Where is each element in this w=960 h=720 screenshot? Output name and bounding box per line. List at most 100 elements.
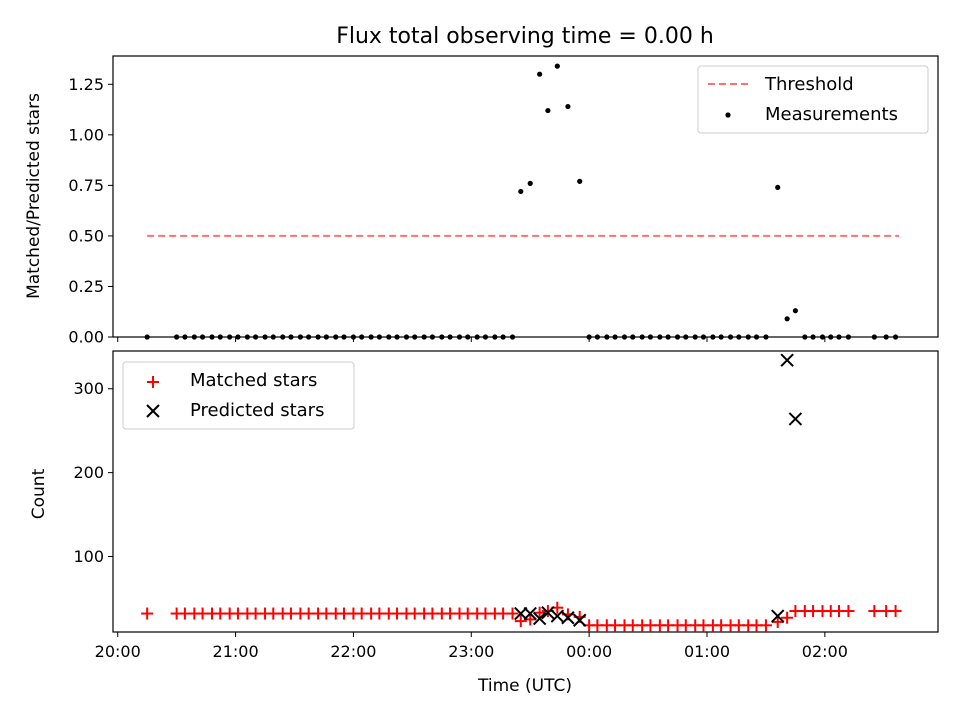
matched-star-point xyxy=(889,605,902,618)
measurement-point xyxy=(828,334,834,340)
measurement-point xyxy=(447,334,453,340)
measurement-point xyxy=(892,334,899,340)
matched-star-point xyxy=(781,611,794,624)
measurement-point xyxy=(612,334,618,340)
measurement-point xyxy=(191,334,197,340)
measurement-point xyxy=(280,334,286,340)
ratio-y-axis-label: Matched/Predicted stars xyxy=(24,93,44,299)
measurement-point xyxy=(604,334,610,340)
matched-star-point xyxy=(868,605,881,618)
y-tick-label: 1.00 xyxy=(68,125,104,144)
predicted-star-point xyxy=(788,412,803,426)
measurement-point xyxy=(341,334,347,340)
measurement-point xyxy=(802,334,808,340)
predicted-star-point xyxy=(573,613,587,627)
predicted-star-point xyxy=(532,611,547,626)
ratio-marks xyxy=(144,63,900,340)
measurement-point xyxy=(209,334,215,340)
measurement-point xyxy=(288,334,294,340)
measurement-point xyxy=(182,334,188,340)
count-x-ticks: 20:00 21:00 22:00 23:00 00:00 01:00 02:00 xyxy=(95,632,848,661)
measurement-point xyxy=(586,334,592,340)
y-tick-label: 1.25 xyxy=(68,75,104,94)
count-y-axis-label: Count xyxy=(29,468,49,519)
x-tick-label: 01:00 xyxy=(684,642,730,661)
matched-star-point xyxy=(771,615,784,628)
measurement-point xyxy=(456,334,463,340)
measurement-point xyxy=(174,334,180,340)
measurement-point xyxy=(500,334,506,340)
measurement-point xyxy=(386,334,392,340)
measurement-point xyxy=(333,334,339,340)
predicted-star-point xyxy=(514,606,528,621)
measurement-point xyxy=(306,334,312,340)
y-tick-label: 300 xyxy=(73,379,104,398)
measurement-point xyxy=(621,334,628,340)
legend-measurements-swatch xyxy=(725,112,731,118)
measurement-point xyxy=(883,334,889,340)
measurement-point xyxy=(554,63,560,69)
legend-threshold-label: Threshold xyxy=(764,74,854,95)
measurement-point xyxy=(577,178,583,184)
measurement-point xyxy=(718,334,724,340)
matched-star-point xyxy=(759,619,772,632)
y-tick-label: 0.25 xyxy=(68,277,104,296)
ratio-legend-box xyxy=(697,65,929,134)
measurement-point xyxy=(439,334,445,340)
measurement-point xyxy=(836,334,842,340)
matched-star-point xyxy=(141,607,154,620)
measurement-point xyxy=(810,334,816,340)
matched-star-point xyxy=(533,606,546,619)
legend-matched-swatch xyxy=(147,376,159,388)
x-tick-label: 20:00 xyxy=(95,642,141,661)
measurement-point xyxy=(657,334,663,340)
measurement-point xyxy=(647,334,654,340)
measurement-point xyxy=(359,334,365,340)
measurement-point xyxy=(710,334,716,340)
measurement-point xyxy=(227,334,233,340)
measurement-point xyxy=(144,334,150,340)
measurement-point xyxy=(465,334,471,340)
measurement-point xyxy=(474,334,480,340)
count-marks xyxy=(141,353,902,632)
measurement-point xyxy=(792,308,798,314)
ratio-y-ticks: 0.00 0.25 0.50 0.75 1.00 1.25 xyxy=(68,75,113,347)
measurement-point xyxy=(692,334,698,340)
legend-predicted-swatch xyxy=(146,404,160,418)
predicted-star-point xyxy=(523,606,537,621)
measurement-point xyxy=(736,334,742,340)
predicted-star-point xyxy=(771,609,785,623)
x-tick-label: 22:00 xyxy=(330,642,376,661)
measurement-point xyxy=(871,334,877,340)
measurement-point xyxy=(368,334,374,340)
measurement-point xyxy=(199,334,206,340)
measurement-point xyxy=(262,334,268,340)
measurement-point xyxy=(527,180,533,186)
x-tick-label: 23:00 xyxy=(448,642,494,661)
predicted-star-point xyxy=(550,609,565,623)
x-axis-label: Time (UTC) xyxy=(477,676,572,696)
matched-star-point xyxy=(514,615,527,628)
measurement-point xyxy=(244,334,250,340)
count-panel: 100 200 300 20:00 21:00 22:00 23:00 00:00 01:00… xyxy=(29,350,939,696)
x-tick-label: 21:00 xyxy=(213,642,259,661)
measurement-point xyxy=(565,103,571,110)
measurement-point xyxy=(683,334,689,340)
x-tick-label: 00:00 xyxy=(566,642,612,661)
ratio-panel: 0.00 0.25 0.50 0.75 1.00 1.25 Matched/Predict… xyxy=(24,55,939,347)
y-tick-label: 0.75 xyxy=(68,176,104,195)
measurement-point xyxy=(297,334,303,340)
measurement-point xyxy=(639,334,645,340)
measurement-point xyxy=(403,334,410,340)
measurement-point xyxy=(270,334,276,340)
legend-matched-label: Matched stars xyxy=(190,370,317,391)
measurement-point xyxy=(323,334,329,340)
measurement-point xyxy=(518,188,524,195)
y-tick-label: 0.00 xyxy=(68,328,104,347)
measurement-point xyxy=(492,334,498,340)
predicted-star-point xyxy=(780,353,794,367)
y-tick-label: 200 xyxy=(73,463,104,482)
measurement-point xyxy=(421,334,427,340)
measurement-point xyxy=(594,334,600,340)
